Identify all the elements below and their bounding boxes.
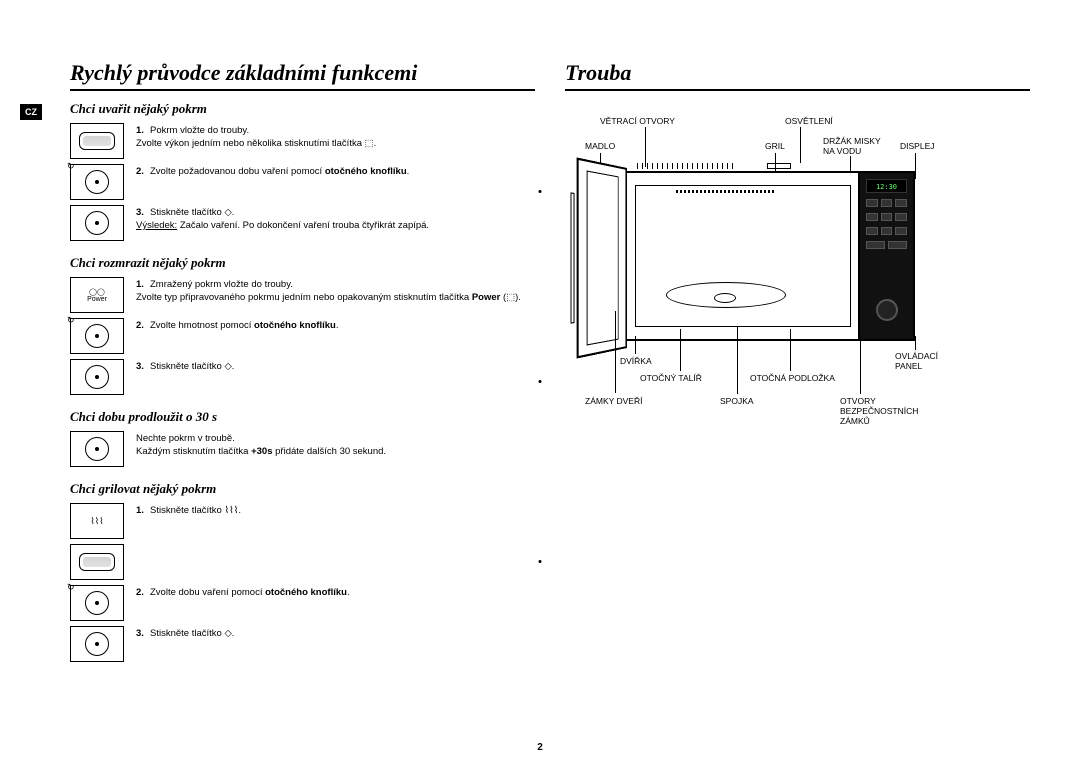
lbl-handle: MADLO [585, 141, 615, 151]
lbl-vents: VĚTRACÍ OTVORY [600, 116, 675, 126]
section-defrost: Chci rozmrazit nějaký pokrm ◯◯Power 1.Zm… [70, 255, 535, 395]
lbl-ring: OTOČNÁ PODLOŽKA [750, 373, 835, 383]
oven-diagram: VĚTRACÍ OTVORY OSVĚTLENÍ MADLO GRIL DRŽÁ… [565, 111, 1030, 431]
dial-icon [70, 626, 124, 662]
step-row: 1.Pokrm vložte do trouby. Zvolte výkon j… [70, 123, 535, 159]
tray-icon [70, 544, 124, 580]
left-column: CZ Rychlý průvodce základními funkcemi C… [50, 60, 535, 733]
step-text: 1.Pokrm vložte do trouby. Zvolte výkon j… [136, 123, 535, 151]
oven-door [577, 157, 627, 358]
lbl-light: OSVĚTLENÍ [785, 116, 833, 126]
section-extend: Chci dobu prodloužit o 30 s Nechte pokrm… [70, 409, 535, 467]
grill-icon: ⌇⌇⌇ [70, 503, 124, 539]
right-title: Trouba [565, 60, 1030, 91]
page-number: 2 [537, 742, 543, 753]
lbl-coupler: SPOJKA [720, 396, 754, 406]
right-column: Trouba VĚTRACÍ OTVORY OSVĚTLENÍ MADLO GR… [565, 60, 1030, 733]
section-title: Chci uvařit nějaký pokrm [70, 101, 535, 117]
lbl-grill: GRIL [765, 141, 785, 151]
dial-icon [70, 359, 124, 395]
section-cook: Chci uvařit nějaký pokrm 1.Pokrm vložte … [70, 101, 535, 241]
dial-icon [70, 431, 124, 467]
left-title: Rychlý průvodce základními funkcemi [70, 60, 535, 91]
dial-icon: ↻ [70, 164, 124, 200]
dial-icon [70, 205, 124, 241]
lbl-display: DISPLEJ [900, 141, 935, 151]
tray-icon [70, 123, 124, 159]
dial-icon: ↻ [70, 318, 124, 354]
lbl-turntable: OTOČNÝ TALÍŘ [640, 373, 702, 383]
lbl-panel: OVLÁDACÍ PANEL [895, 351, 955, 371]
oven-cavity [635, 185, 851, 327]
lbl-holder: DRŽÁK MISKY NA VODU [823, 136, 893, 156]
dial-icon: ↻ [70, 585, 124, 621]
oven-body: 12:30 [615, 171, 915, 341]
turntable [666, 282, 786, 308]
section-grill: Chci grilovat nějaký pokrm ⌇⌇⌇ 1.Stiskně… [70, 481, 535, 662]
language-badge: CZ [20, 104, 42, 120]
control-panel: 12:30 [858, 173, 913, 339]
lbl-safety: OTVORY BEZPEČNOSTNÍCH ZÁMKŮ [840, 396, 940, 426]
power-icon: ◯◯Power [70, 277, 124, 313]
lbl-door: DVÍŘKA [620, 356, 652, 366]
lbl-locks: ZÁMKY DVEŘÍ [585, 396, 642, 406]
display: 12:30 [866, 179, 907, 193]
